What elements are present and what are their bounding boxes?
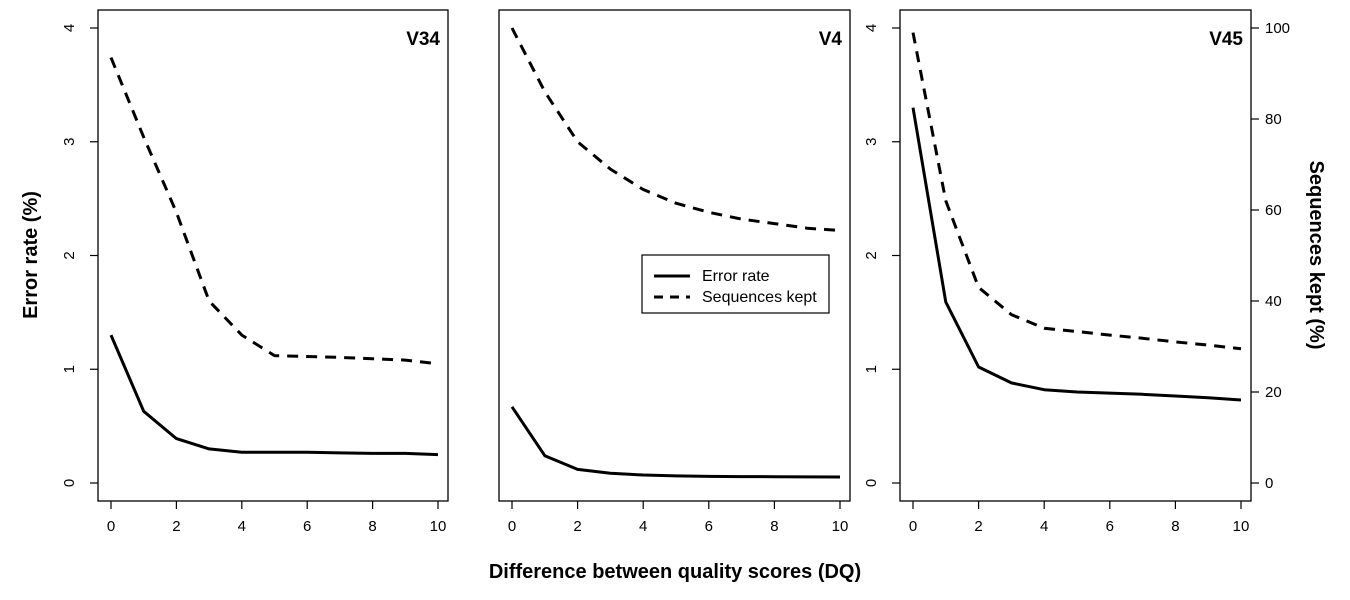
x-tick-label: 10	[832, 518, 849, 535]
panel-v34: 0 2 4 6 8 10 0 1 2 3 4 V34	[61, 9, 449, 535]
x-tick-label: 2	[573, 518, 581, 535]
x-tick-label: 0	[909, 518, 917, 535]
y-tick-label-left: 1	[61, 365, 78, 373]
sequences-kept-line	[911, 32, 1242, 351]
plot-frame	[97, 9, 449, 502]
error-rate-line	[109, 334, 439, 457]
x-tick-label: 10	[1233, 518, 1250, 535]
y-axis-title-left: Error rate (%)	[20, 191, 42, 319]
y-tick-label-left: 4	[863, 24, 880, 32]
y-tick-label-left: 1	[863, 365, 880, 373]
x-tick-label: 4	[238, 518, 246, 535]
legend-label-error-rate: Error rate	[702, 268, 770, 285]
panel-label: V34	[406, 29, 440, 50]
x-tick-label: 8	[1171, 518, 1179, 535]
y-tick-label-right: 80	[1265, 111, 1282, 128]
y-tick-label-right: 0	[1265, 475, 1273, 492]
x-tick-label: 8	[770, 518, 778, 535]
y-tick-label-left: 0	[61, 479, 78, 487]
error-rate-line	[510, 405, 841, 479]
y-tick-label-left: 0	[863, 479, 880, 487]
x-tick-label: 2	[172, 518, 180, 535]
x-tick-label: 2	[974, 518, 982, 535]
x-tick-label: 0	[107, 518, 115, 535]
x-tick-label: 10	[430, 518, 447, 535]
y-axis-title-right: Sequences kept (%)	[1305, 161, 1327, 350]
x-tick-label: 6	[1106, 518, 1114, 535]
y-tick-label-left: 3	[61, 138, 78, 146]
x-tick-label: 6	[705, 518, 713, 535]
y-tick-label-right: 60	[1265, 202, 1282, 219]
y-tick-label-left: 4	[61, 24, 78, 32]
error-rate-line	[911, 107, 1242, 402]
x-tick-label: 6	[303, 518, 311, 535]
x-tick-label: 4	[639, 518, 647, 535]
plot-frame	[498, 9, 851, 502]
panel-label: V45	[1209, 29, 1243, 50]
y-tick-label-right: 40	[1265, 293, 1282, 310]
y-tick-label-right: 100	[1265, 20, 1290, 37]
plot-frame	[899, 9, 1252, 502]
sequences-kept-line	[109, 57, 439, 366]
y-tick-label-left: 2	[61, 251, 78, 259]
x-axis-title: Difference between quality scores (DQ)	[489, 561, 861, 583]
legend: Error rate Sequences kept	[641, 254, 830, 314]
panel-v4: 0 2 4 6 8 10 V4	[498, 9, 851, 535]
legend-box	[641, 254, 830, 314]
sequences-kept-line	[510, 27, 841, 232]
x-tick-label: 4	[1040, 518, 1048, 535]
panel-label: V4	[819, 29, 843, 50]
y-tick-label-left: 3	[863, 138, 880, 146]
y-tick-label-left: 2	[863, 251, 880, 259]
x-tick-label: 0	[508, 518, 516, 535]
legend-label-sequences-kept: Sequences kept	[702, 289, 817, 306]
x-tick-label: 8	[368, 518, 376, 535]
y-tick-label-right: 20	[1265, 384, 1282, 401]
